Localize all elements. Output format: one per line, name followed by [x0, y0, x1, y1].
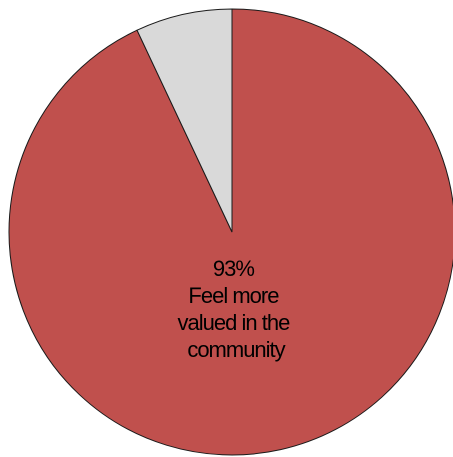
slice-label-line-4: community	[187, 337, 285, 362]
slice-label-line-3: valued in the	[178, 310, 291, 335]
slice-label-line-1: 93%	[213, 256, 254, 281]
pie-slice-valued	[8, 8, 453, 456]
pie-slice-other	[136, 8, 233, 233]
pie-slices	[8, 8, 453, 456]
slice-label-valued: 93% Feel more valued in the community	[178, 256, 295, 362]
slice-label-line-2: Feel more	[188, 283, 279, 308]
